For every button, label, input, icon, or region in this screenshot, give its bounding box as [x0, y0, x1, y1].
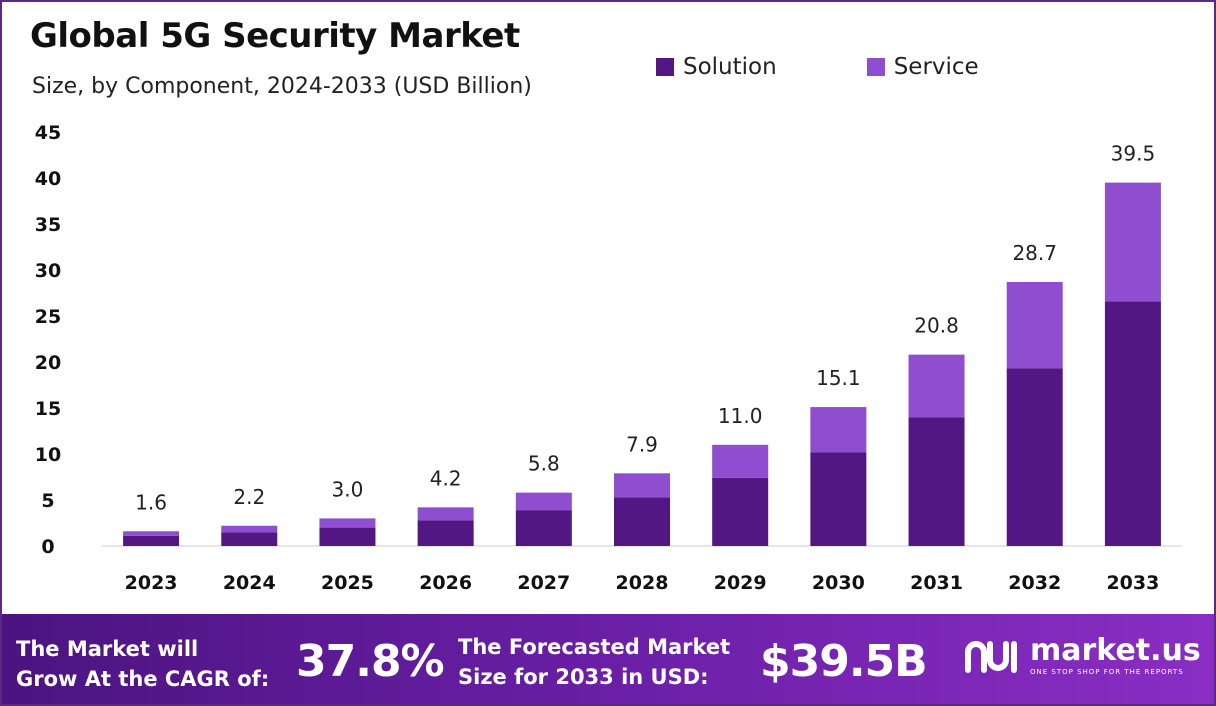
bar-solution-2027	[515, 510, 572, 546]
cagr-label-line2: Grow At the CAGR of:	[16, 667, 270, 691]
legend-label-solution: Solution	[683, 54, 777, 80]
logo-tagline: ONE STOP SHOP FOR THE REPORTS	[1030, 668, 1184, 676]
data-label-total-2031: 20.8	[914, 314, 959, 338]
bar-service-2033	[1104, 182, 1161, 302]
data-label-total-2028: 7.9	[626, 432, 658, 456]
data-label-total-2024: 2.2	[233, 485, 265, 509]
bar-solution-2032	[1006, 368, 1063, 546]
bar-service-2032	[1006, 281, 1063, 369]
data-label-total-2032: 28.7	[1012, 241, 1057, 265]
forecast-value: $39.5B	[760, 636, 928, 687]
bar-service-2026	[417, 507, 474, 521]
x-tick-label-2028: 2028	[616, 572, 669, 594]
x-tick-label-2026: 2026	[419, 572, 472, 594]
legend-swatch-service	[866, 58, 885, 76]
y-tick-label: 30	[35, 260, 61, 282]
bar-solution-2028	[614, 497, 670, 546]
forecast-label-line2: Size for 2033 in USD:	[458, 665, 709, 689]
chart-subtitle: Size, by Component, 2024-2033 (USD Billi…	[32, 74, 532, 99]
footer-banner: The Market will Grow At the CAGR of: 37.…	[2, 614, 1214, 704]
bar-solution-2030	[810, 452, 867, 546]
legend: Solution Service	[656, 54, 979, 80]
x-tick-label-2030: 2030	[812, 572, 865, 594]
chart-title: Global 5G Security Market	[30, 16, 520, 56]
x-tick-label-2025: 2025	[321, 572, 374, 594]
bar-solution-2024	[221, 532, 278, 546]
market-us-logo-icon	[965, 641, 1017, 673]
cagr-value: 37.8%	[296, 636, 445, 687]
stacked-bar-chart: 0510152025303540451.620232.220243.020254…	[35, 122, 1182, 594]
y-tick-label: 10	[35, 444, 61, 466]
y-tick-label: 5	[41, 490, 54, 512]
x-tick-label-2031: 2031	[910, 572, 963, 594]
x-tick-label-2032: 2032	[1008, 572, 1061, 594]
y-tick-label: 45	[35, 122, 61, 144]
y-tick-label: 0	[41, 536, 54, 558]
x-tick-label-2024: 2024	[223, 572, 276, 594]
bar-solution-2031	[908, 417, 965, 546]
bar-service-2028	[614, 473, 670, 498]
x-tick-label-2029: 2029	[714, 572, 767, 594]
bar-service-2025	[319, 518, 376, 528]
x-tick-label-2023: 2023	[125, 572, 178, 594]
forecast-label-line1: The Forecasted Market	[458, 635, 731, 659]
y-tick-label: 40	[35, 168, 61, 190]
x-tick-label-2033: 2033	[1106, 572, 1159, 594]
forecast-label: The Forecasted Market Size for 2033 in U…	[458, 632, 730, 692]
y-tick-label: 25	[35, 306, 61, 328]
cagr-label: The Market will Grow At the CAGR of:	[16, 634, 269, 694]
y-tick-label: 35	[35, 214, 61, 236]
cagr-label-line1: The Market will	[16, 637, 199, 661]
bar-solution-2029	[712, 477, 769, 546]
x-tick-label-2027: 2027	[517, 572, 570, 594]
data-label-total-2033: 39.5	[1111, 142, 1156, 166]
bar-service-2031	[908, 354, 965, 418]
bar-service-2029	[712, 444, 769, 478]
logo: market.us ONE STOP SHOP FOR THE REPORTS	[964, 636, 1201, 676]
bar-service-2030	[810, 407, 867, 453]
legend-swatch-solution	[656, 58, 674, 76]
bar-solution-2025	[319, 527, 376, 546]
y-tick-label: 15	[35, 398, 61, 420]
legend-item-service: Service	[866, 54, 979, 80]
bar-solution-2023	[123, 535, 180, 546]
logo-name: market.us	[1030, 633, 1201, 668]
bar-service-2027	[515, 492, 572, 511]
data-label-total-2026: 4.2	[430, 466, 462, 490]
bar-solution-2026	[417, 520, 474, 546]
y-tick-label: 20	[35, 352, 61, 374]
legend-label-service: Service	[893, 54, 979, 80]
legend-item-solution: Solution	[656, 54, 777, 80]
data-label-total-2027: 5.8	[528, 452, 560, 476]
bar-service-2024	[221, 525, 278, 533]
data-label-total-2029: 11.0	[718, 404, 763, 428]
data-label-total-2030: 15.1	[816, 366, 861, 390]
data-label-total-2023: 1.6	[135, 490, 167, 514]
bar-service-2023	[123, 531, 180, 536]
bar-solution-2033	[1104, 301, 1161, 546]
data-label-total-2025: 3.0	[332, 477, 364, 501]
